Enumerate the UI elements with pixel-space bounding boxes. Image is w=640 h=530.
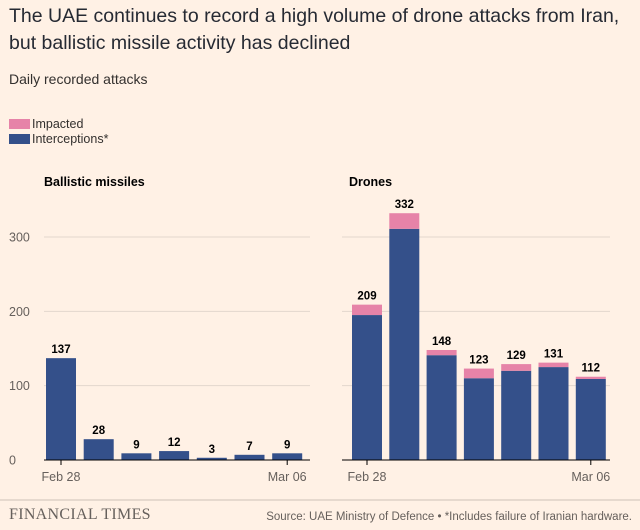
bar-drones-impacted-6 (575, 376, 606, 379)
bar-drones-impacted-4 (501, 364, 532, 371)
data-label-ballistic-4: 3 (209, 444, 215, 456)
data-label-ballistic-1: 28 (92, 425, 105, 437)
y-tick-label-0: 0 (9, 454, 16, 468)
x-tick-label-ballistic-6: Mar 06 (268, 470, 307, 484)
bar-drones-impacted-3 (463, 368, 494, 379)
chart-title: The UAE continues to record a high volum… (9, 5, 620, 54)
data-label-drones-4: 129 (507, 350, 526, 362)
data-label-ballistic-3: 12 (168, 437, 181, 449)
legend: Impacted Interceptions* (9, 116, 108, 146)
bar-drones-interceptions-1 (389, 228, 420, 460)
bar-drones-impacted-2 (426, 349, 457, 356)
legend-item-impacted: Impacted (9, 116, 108, 131)
y-tick-label-200: 200 (9, 305, 30, 319)
legend-swatch-interceptions (9, 133, 30, 144)
x-tick-label-ballistic-0: Feb 28 (42, 470, 81, 484)
data-label-ballistic-6: 9 (284, 439, 290, 451)
bar-ballistic-interceptions-6 (272, 453, 303, 460)
footer-brand: FINANCIAL TIMES (9, 506, 151, 523)
panel-title-ballistic: Ballistic missiles (44, 175, 145, 189)
data-label-drones-3: 123 (469, 355, 488, 367)
bar-drones-interceptions-4 (501, 370, 532, 460)
footer-source: Source: UAE Ministry of Defence • *Inclu… (266, 511, 632, 523)
data-label-drones-6: 112 (582, 363, 601, 375)
x-tick-label-drones-6: Mar 06 (571, 470, 610, 484)
y-tick-label-300: 300 (9, 231, 30, 245)
bar-drones-interceptions-0 (352, 315, 382, 460)
bar-ballistic-interceptions-3 (159, 451, 190, 460)
bar-drones-interceptions-3 (463, 378, 494, 460)
chart-subtitle: Daily recorded attacks (9, 71, 148, 87)
panel-title-drones: Drones (349, 175, 392, 189)
bar-drones-interceptions-2 (426, 355, 457, 460)
bar-ballistic-interceptions-1 (83, 439, 114, 460)
data-label-drones-2: 148 (432, 336, 452, 348)
legend-label-interceptions: Interceptions* (32, 131, 109, 146)
bar-ballistic-interceptions-5 (234, 454, 265, 460)
bar-ballistic-interceptions-2 (121, 453, 152, 460)
bar-drones-interceptions-5 (538, 367, 569, 460)
legend-label-impacted: Impacted (32, 116, 84, 131)
bar-drones-impacted-0 (352, 304, 382, 316)
y-tick-label-100: 100 (9, 379, 30, 393)
data-label-ballistic-2: 9 (133, 439, 139, 451)
legend-item-interceptions: Interceptions* (9, 131, 108, 146)
bar-drones-interceptions-6 (575, 378, 606, 460)
bar-ballistic-interceptions-0 (46, 358, 76, 460)
data-label-drones-5: 131 (544, 349, 564, 361)
bar-drones-impacted-5 (538, 362, 569, 368)
bar-drones-impacted-1 (389, 213, 420, 229)
data-label-ballistic-0: 137 (51, 344, 70, 356)
data-label-drones-1: 332 (395, 199, 414, 211)
data-label-ballistic-5: 7 (246, 441, 252, 453)
x-tick-label-drones-0: Feb 28 (348, 470, 387, 484)
legend-swatch-impacted (9, 118, 30, 129)
bar-ballistic-interceptions-4 (196, 457, 227, 460)
data-label-drones-0: 209 (357, 291, 376, 303)
